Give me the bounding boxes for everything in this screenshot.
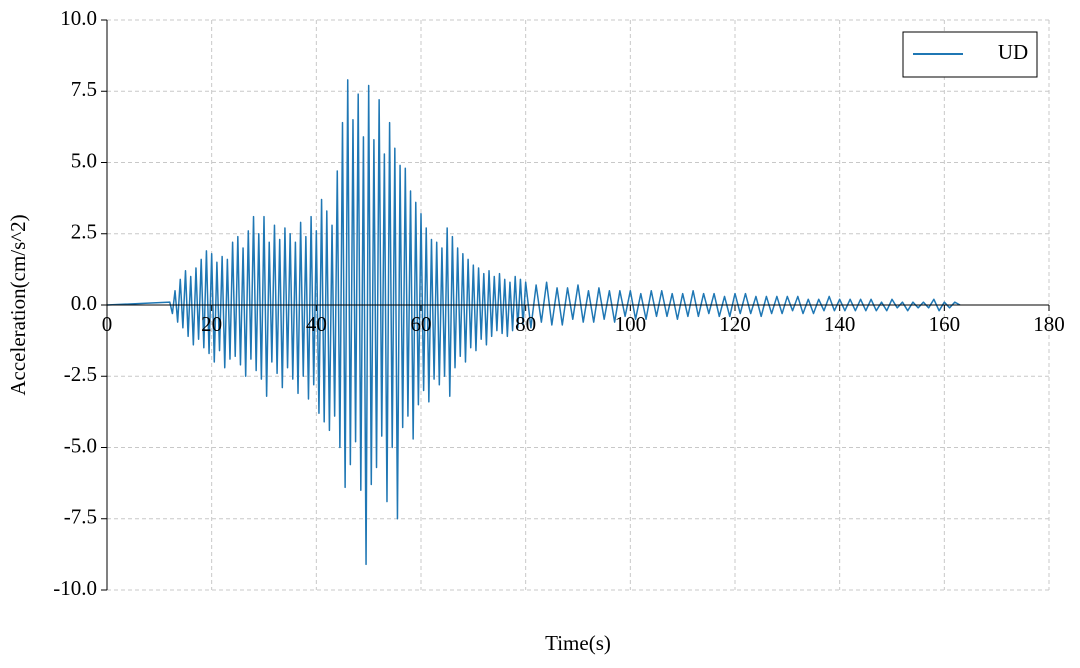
x-tick-label: 180 [1033,312,1065,336]
y-tick-label: -10.0 [53,576,97,600]
y-tick-label: 7.5 [71,77,97,101]
y-tick-label: 0.0 [71,291,97,315]
x-tick-label: 140 [824,312,856,336]
y-tick-label: -5.0 [64,433,97,457]
y-axis-label: Acceleration(cm/s^2) [6,214,30,395]
plot-area [106,79,961,566]
legend-box [902,31,1038,78]
y-tick-label: -2.5 [64,362,97,386]
x-tick-label: 160 [929,312,961,336]
x-tick-label: 40 [306,312,327,336]
x-tick-label: 80 [515,312,536,336]
x-tick-label: 20 [201,312,222,336]
y-tick-label: 2.5 [71,220,97,244]
y-tick-label: 5.0 [71,148,97,172]
series-line [106,79,961,566]
y-tick-label: -7.5 [64,505,97,529]
x-axis-label: Time(s) [545,631,611,655]
x-tick-label: 100 [615,312,647,336]
y-tick-label: 10.0 [60,6,97,30]
x-tick-label: 60 [411,312,432,336]
x-tick-label: 120 [719,312,751,336]
legend-label: UD [998,40,1028,64]
